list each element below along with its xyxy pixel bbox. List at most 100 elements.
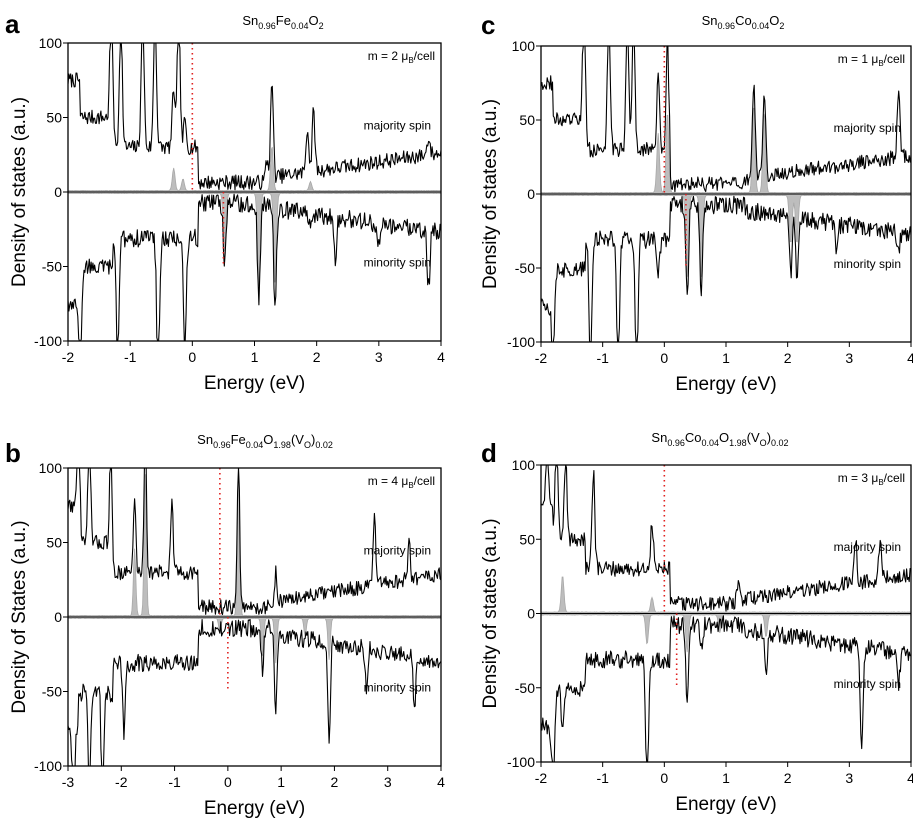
plot-area-b [68, 468, 441, 766]
y-tick-label-c: 0 [527, 186, 535, 202]
total-dos-minority-b [68, 618, 441, 766]
plot-area-a [68, 43, 441, 341]
partial-dos-majority-b [68, 468, 441, 618]
x-tick-label-c: 1 [722, 350, 730, 366]
panel-title-d: Sn0.96Co0.04O1.98(VO)0.02 [651, 430, 788, 448]
x-tick-label-a: -2 [62, 349, 75, 365]
partial-dos-majority-c [541, 107, 911, 195]
majority-spin-label-c: majority spin [834, 121, 901, 135]
total-dos-majority-a [68, 43, 441, 191]
x-tick-label-c: 4 [907, 350, 913, 366]
panel-letter-a: a [5, 9, 20, 39]
x-tick-label-c: 0 [660, 350, 668, 366]
majority-spin-label-d: majority spin [834, 540, 901, 554]
y-tick-label-d: 100 [512, 457, 536, 473]
y-tick-label-b: 0 [54, 609, 62, 625]
y-tick-label-d: -50 [515, 680, 535, 696]
plot-area-c [541, 46, 911, 342]
x-tick-label-d: -2 [535, 770, 548, 786]
moment-label-d: m = 3 μB/cell [838, 471, 905, 487]
x-tick-label-b: -1 [168, 774, 181, 790]
x-axis-title-a: Energy (eV) [204, 373, 305, 394]
total-dos-minority-d [541, 615, 911, 762]
partial-dos-minority-a [68, 191, 441, 286]
x-tick-label-b: 2 [331, 774, 339, 790]
x-tick-label-d: 3 [845, 770, 853, 786]
x-tick-label-d: -1 [596, 770, 609, 786]
partial-dos-majority-a [68, 147, 441, 193]
panel-letter-d: d [481, 438, 497, 468]
y-tick-label-c: -100 [507, 334, 535, 350]
x-tick-label-a: -1 [124, 349, 137, 365]
x-tick-label-b: -2 [115, 774, 128, 790]
y-axis-title-d: Density of states (a.u.) [480, 518, 501, 708]
x-tick-label-c: 3 [845, 350, 853, 366]
panel-letter-b: b [5, 438, 21, 468]
moment-label-b: m = 4 μB/cell [368, 474, 435, 490]
total-dos-majority-c [541, 46, 911, 193]
panel-title-a: Sn0.96Fe0.04O2 [242, 13, 323, 31]
y-tick-label-c: 50 [519, 112, 535, 128]
x-tick-label-a: 0 [188, 349, 196, 365]
minority-spin-label-d: minority spin [834, 677, 901, 691]
majority-spin-label-b: majority spin [364, 543, 431, 557]
y-tick-label-a: 0 [54, 184, 62, 200]
partial-dos-minority-b [68, 616, 441, 664]
y-tick-label-b: 50 [46, 535, 62, 551]
x-tick-label-d: 1 [722, 770, 730, 786]
y-tick-label-b: -100 [34, 758, 62, 774]
y-tick-label-b: 100 [39, 460, 63, 476]
y-tick-label-d: 50 [519, 531, 535, 547]
partial-dos-minority-c [541, 193, 911, 277]
x-tick-label-a: 3 [375, 349, 383, 365]
x-tick-label-b: -3 [62, 774, 75, 790]
total-dos-minority-c [541, 195, 911, 342]
total-dos-minority-a [68, 193, 441, 341]
y-axis-title-b: Density of States (a.u.) [9, 520, 30, 713]
x-tick-label-d: 0 [660, 770, 668, 786]
x-tick-label-a: 1 [251, 349, 259, 365]
x-tick-label-c: -2 [535, 350, 548, 366]
y-axis-title-a: Density of states (a.u.) [9, 97, 30, 287]
y-tick-label-a: 50 [46, 110, 62, 126]
plot-area-d [541, 465, 911, 762]
x-tick-label-b: 4 [437, 774, 445, 790]
y-tick-label-c: -50 [515, 260, 535, 276]
y-tick-label-c: 100 [512, 38, 536, 54]
total-dos-majority-d [541, 465, 911, 612]
minority-spin-label-b: minority spin [364, 681, 431, 695]
moment-label-a: m = 2 μB/cell [368, 49, 435, 65]
y-tick-label-a: 100 [39, 35, 63, 51]
y-axis-title-c: Density of states (a.u.) [480, 99, 501, 289]
total-dos-majority-b [68, 468, 441, 616]
x-tick-label-b: 0 [224, 774, 232, 790]
x-tick-label-d: 2 [784, 770, 792, 786]
panel-a: -2 -1 0 1 2 3 4 100 50 0 -50 -100 Energy (eV) Density… [5, 9, 445, 394]
x-tick-label-a: 4 [437, 349, 445, 365]
y-tick-label-a: -50 [42, 259, 62, 275]
y-tick-label-a: -100 [34, 333, 62, 349]
x-axis-title-d: Energy (eV) [675, 794, 776, 815]
x-tick-label-d: 4 [907, 770, 913, 786]
x-tick-label-c: 2 [784, 350, 792, 366]
y-tick-label-d: -100 [507, 754, 535, 770]
x-tick-label-b: 1 [277, 774, 285, 790]
x-tick-label-c: -1 [596, 350, 609, 366]
panel-title-b: Sn0.96Fe0.04O1.98(VO)0.02 [197, 432, 333, 450]
partial-dos-minority-d [541, 613, 911, 653]
minority-spin-label-c: minority spin [834, 257, 901, 271]
panel-c: -2 -1 0 1 2 3 4 100 50 0 -50 -100 Energy (eV) Density… [480, 10, 913, 395]
majority-spin-label-a: majority spin [364, 118, 431, 132]
partial-dos-majority-d [541, 576, 911, 614]
y-tick-label-d: 0 [527, 606, 535, 622]
x-axis-title-c: Energy (eV) [675, 374, 776, 395]
x-axis-title-b: Energy (eV) [204, 798, 305, 819]
x-tick-label-b: 3 [384, 774, 392, 790]
panel-d: -2 -1 0 1 2 3 4 100 50 0 -50 -100 Energy (eV) Density… [480, 430, 913, 815]
panel-title-c: Sn0.96Co0.04O2 [702, 13, 785, 31]
moment-label-c: m = 1 μB/cell [838, 52, 905, 68]
y-tick-label-b: -50 [42, 684, 62, 700]
minority-spin-label-a: minority spin [364, 256, 431, 270]
